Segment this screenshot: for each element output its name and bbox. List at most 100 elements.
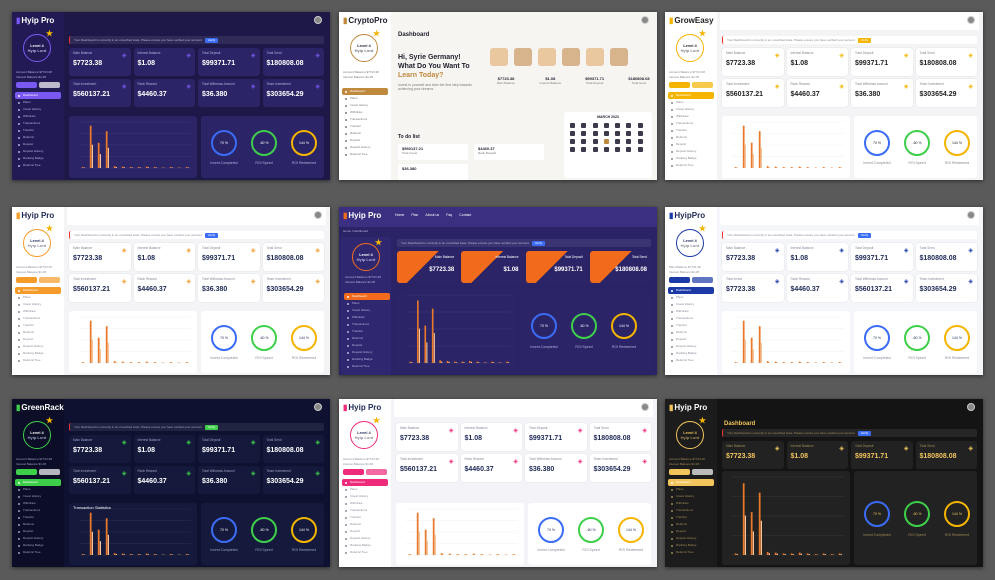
sidebar-item[interactable]: Dashboard: [15, 287, 61, 294]
verify-button[interactable]: Verify: [204, 233, 219, 238]
sidebar-item[interactable]: Referral: [342, 130, 388, 137]
sidebar-item[interactable]: Deposit History: [344, 349, 390, 356]
dashboard-thumbnail-learning[interactable]: ▮CryptoPro Level 4 Hyip Lord ★ Account Balan…: [339, 12, 657, 180]
nav-link[interactable]: Faq: [446, 213, 453, 217]
sidebar-item[interactable]: Transactions: [15, 315, 61, 322]
avatar[interactable]: [641, 403, 649, 411]
calendar-day[interactable]: [615, 139, 621, 144]
sidebar-item[interactable]: Withdraw: [342, 109, 388, 116]
sidebar-item[interactable]: Transactions: [342, 116, 388, 123]
dashboard-thumbnail-pink-light[interactable]: ▮Hyip Pro Level 4 Hyip Lord ★ Account Balanc…: [339, 399, 657, 567]
sidebar-item[interactable]: Withdraw: [668, 308, 714, 315]
calendar-day[interactable]: [615, 147, 621, 152]
sidebar-item[interactable]: Ranking Badge: [15, 542, 61, 549]
avatar[interactable]: [314, 403, 322, 411]
withdraw-button[interactable]: [366, 469, 387, 475]
sidebar-item[interactable]: Transactions: [15, 120, 61, 127]
sidebar-item[interactable]: Dashboard: [668, 287, 714, 294]
calendar-day[interactable]: [637, 147, 643, 152]
withdraw-button[interactable]: [39, 469, 60, 475]
calendar-day[interactable]: [626, 123, 632, 128]
calendar-day[interactable]: [581, 139, 587, 144]
sidebar-item[interactable]: Dashboard: [344, 293, 390, 300]
verify-button[interactable]: Verify: [204, 425, 219, 430]
dashboard-thumbnail-purple-orange[interactable]: ▮Hyip Pro Home Plan About us Faq Contact Home …: [339, 207, 657, 375]
sidebar-item[interactable]: Plans: [342, 486, 388, 493]
sidebar-item[interactable]: Referral: [15, 134, 61, 141]
calendar-day[interactable]: [626, 131, 632, 136]
sidebar-item[interactable]: Referral Tree: [15, 549, 61, 556]
sidebar-item[interactable]: Withdraw: [668, 500, 714, 507]
calendar-day[interactable]: [570, 123, 575, 128]
calendar-day[interactable]: [603, 123, 609, 128]
sidebar-item[interactable]: Transfer: [15, 322, 61, 329]
dashboard-thumbnail-green-dark[interactable]: ▮GreenRack Level 4 Hyip Lord ★ Account Balan…: [12, 399, 330, 567]
sidebar-item[interactable]: Plans: [15, 294, 61, 301]
dashboard-thumbnail-orange-light[interactable]: ▮Hyip Pro Level 4 Hyip Lord ★ Account Balanc…: [12, 207, 330, 375]
dashboard-thumbnail-yellow[interactable]: ▮GrowEasy Level 4 Hyip Lord ★ Account Balanc…: [665, 12, 983, 180]
calendar-day[interactable]: [570, 139, 575, 144]
sidebar-item[interactable]: Ranking Badge: [668, 155, 714, 162]
sidebar-item[interactable]: Referral Tree: [15, 357, 61, 364]
calendar-day[interactable]: [615, 123, 621, 128]
calendar-day[interactable]: [581, 147, 587, 152]
sidebar-item[interactable]: Dashboard: [15, 479, 61, 486]
calendar-day[interactable]: [637, 139, 643, 144]
sidebar-item[interactable]: Transactions: [668, 315, 714, 322]
sidebar-item[interactable]: Plans: [668, 99, 714, 106]
sidebar-item[interactable]: Plans: [342, 95, 388, 102]
sidebar-item[interactable]: Withdraw: [344, 314, 390, 321]
dashboard-thumbnail-gold-dark[interactable]: ▮Hyip Pro Level 4 Hyip Lord ★ Account Balanc…: [665, 399, 983, 567]
calendar-day[interactable]: [603, 139, 609, 144]
calendar-day[interactable]: [570, 131, 575, 136]
avatar[interactable]: [967, 403, 975, 411]
calendar-day[interactable]: [592, 123, 598, 128]
withdraw-button[interactable]: [39, 277, 60, 283]
avatar[interactable]: [641, 16, 649, 24]
sidebar-item[interactable]: Referral: [668, 134, 714, 141]
calendar-day[interactable]: [637, 123, 643, 128]
sidebar-item[interactable]: Deposit History: [342, 535, 388, 542]
sidebar-item[interactable]: Invest History: [342, 493, 388, 500]
sidebar-item[interactable]: Deposit: [668, 528, 714, 535]
sidebar-item[interactable]: Dashboard: [15, 92, 61, 99]
withdraw-button[interactable]: [692, 82, 713, 88]
sidebar-item[interactable]: Transactions: [344, 321, 390, 328]
sidebar-item[interactable]: Deposit: [15, 528, 61, 535]
dashboard-thumbnail-blue-light[interactable]: ▮HyipPro Level 4 Hyip Lord ★ Main Balance $7…: [665, 207, 983, 375]
sidebar-item[interactable]: Dashboard: [668, 479, 714, 486]
sidebar-item[interactable]: Deposit History: [15, 148, 61, 155]
nav-link[interactable]: About us: [425, 213, 440, 217]
deposit-button[interactable]: [343, 469, 364, 475]
sidebar-item[interactable]: Transfer: [342, 514, 388, 521]
sidebar-item[interactable]: Deposit: [668, 141, 714, 148]
sidebar-item[interactable]: Transactions: [668, 120, 714, 127]
sidebar-item[interactable]: Referral Tree: [342, 549, 388, 556]
sidebar-item[interactable]: Invest History: [15, 301, 61, 308]
calendar-day[interactable]: [581, 123, 587, 128]
nav-link[interactable]: Plan: [411, 213, 419, 217]
sidebar-item[interactable]: Invest History: [344, 307, 390, 314]
sidebar-item[interactable]: Deposit History: [668, 148, 714, 155]
calendar-day[interactable]: [581, 131, 587, 136]
deposit-button[interactable]: [16, 82, 37, 88]
calendar-day[interactable]: [603, 147, 609, 152]
sidebar-item[interactable]: Ranking Badge: [344, 356, 390, 363]
verify-button[interactable]: Verify: [531, 241, 546, 246]
sidebar-item[interactable]: Referral Tree: [344, 363, 390, 370]
sidebar-item[interactable]: Deposit History: [668, 535, 714, 542]
sidebar-item[interactable]: Dashboard: [342, 88, 388, 95]
calendar-day[interactable]: [603, 131, 609, 136]
deposit-button[interactable]: [16, 277, 37, 283]
calendar-day[interactable]: [592, 131, 598, 136]
sidebar-item[interactable]: Ranking Badge: [15, 350, 61, 357]
sidebar-item[interactable]: Deposit History: [668, 343, 714, 350]
sidebar-item[interactable]: Withdraw: [15, 308, 61, 315]
calendar-day[interactable]: [626, 139, 632, 144]
sidebar-item[interactable]: Transfer: [668, 127, 714, 134]
sidebar-item[interactable]: Invest History: [342, 102, 388, 109]
sidebar-item[interactable]: Plans: [15, 486, 61, 493]
dashboard-thumbnail-dark-purple[interactable]: ▮Hyip Pro Level 4 Hyip Lord ★ Account Balanc…: [12, 12, 330, 180]
sidebar-item[interactable]: Invest History: [668, 301, 714, 308]
withdraw-button[interactable]: [692, 469, 713, 475]
